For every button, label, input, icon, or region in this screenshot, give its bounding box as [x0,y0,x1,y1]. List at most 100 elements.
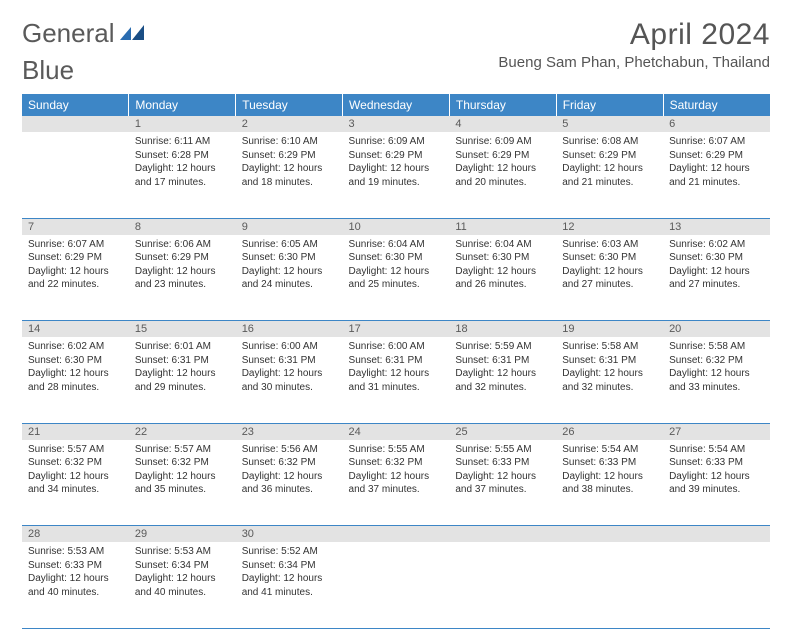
day-number-row: 282930 [22,526,770,543]
day-number-cell: 8 [129,218,236,235]
calendar-thead: SundayMondayTuesdayWednesdayThursdayFrid… [22,94,770,116]
day-cell: Sunrise: 6:03 AMSunset: 6:30 PMDaylight:… [556,235,663,321]
daylight-line: Daylight: 12 hours and 40 minutes. [28,572,123,599]
day-cell: Sunrise: 6:07 AMSunset: 6:29 PMDaylight:… [22,235,129,321]
day-cell: Sunrise: 6:04 AMSunset: 6:30 PMDaylight:… [449,235,556,321]
day-cell: Sunrise: 5:56 AMSunset: 6:32 PMDaylight:… [236,440,343,526]
sunset-line: Sunset: 6:30 PM [669,251,764,265]
day-number-cell: 16 [236,321,343,338]
day-content-row: Sunrise: 6:07 AM Sunset: 6:29 PM Daylight:… [22,235,770,321]
day-number-cell: 14 [22,321,129,338]
daylight-line: Daylight: 12 hours and 29 minutes. [135,367,230,394]
day-cell: Sunrise: 5:57 AMSunset: 6:32 PMDaylight:… [129,440,236,526]
sunset-line: Sunset: 6:29 PM [562,149,657,163]
day-cell: Sunrise: 6:02 AMSunset: 6:30 PMDaylight:… [22,337,129,423]
day-cell-body: Sunrise: 6:05 AMSunset: 6:30 PMDaylight:… [236,235,343,296]
sunrise-line: Sunrise: 5:57 AM [135,443,230,457]
daylight-line: Daylight: 12 hours and 36 minutes. [242,470,337,497]
day-number-row: 21222324252627 [22,423,770,440]
day-cell [556,542,663,628]
day-content-row: Sunrise: 5:53 AMSunset: 6:33 PMDaylight:… [22,542,770,628]
daylight-line: Daylight: 12 hours and 39 minutes. [669,470,764,497]
day-cell [663,542,770,628]
day-number-cell: 2 [236,116,343,132]
daylight-line: Daylight: 12 hours and 35 minutes. [135,470,230,497]
day-number-cell: 23 [236,423,343,440]
day-cell-body: Sunrise: 6:02 AMSunset: 6:30 PMDaylight:… [22,337,129,398]
sunrise-line: Sunrise: 6:07 AM [28,238,123,252]
sunset-line: Sunset: 6:32 PM [669,354,764,368]
day-cell-body: Sunrise: 6:10 AMSunset: 6:29 PMDaylight:… [236,132,343,193]
sunrise-line: Sunrise: 6:07 AM [669,135,764,149]
daylight-line: Daylight: 12 hours and 18 minutes. [242,162,337,189]
day-number-cell: 19 [556,321,663,338]
daylight-line: Daylight: 12 hours and 37 minutes. [349,470,444,497]
day-content-row: Sunrise: 6:11 AMSunset: 6:28 PMDaylight:… [22,132,770,218]
month-title: April 2024 [498,18,770,52]
sunrise-line: Sunrise: 6:03 AM [562,238,657,252]
daylight-line: Daylight: 12 hours and 19 minutes. [349,162,444,189]
sunrise-line: Sunrise: 5:52 AM [242,545,337,559]
sunrise-line: Sunrise: 5:58 AM [669,340,764,354]
daylight-line: Daylight: 12 hours and 30 minutes. [242,367,337,394]
sunrise-line: Sunrise: 5:53 AM [135,545,230,559]
day-number-cell [22,116,129,132]
day-cell-body: Sunrise: 6:01 AMSunset: 6:31 PMDaylight:… [129,337,236,398]
sunrise-line: Sunrise: 5:55 AM [455,443,550,457]
brand-logo: General [22,18,148,49]
sunrise-line: Sunrise: 6:01 AM [135,340,230,354]
daylight-line: Daylight: 12 hours and 27 minutes. [562,265,657,292]
day-cell: Sunrise: 5:55 AMSunset: 6:33 PMDaylight:… [449,440,556,526]
day-cell: Sunrise: 5:58 AMSunset: 6:32 PMDaylight:… [663,337,770,423]
title-block: April 2024 Bueng Sam Phan, Phetchabun, T… [498,18,770,71]
sunset-line: Sunset: 6:32 PM [28,456,123,470]
day-cell: Sunrise: 6:09 AMSunset: 6:29 PMDaylight:… [449,132,556,218]
day-cell-body: Sunrise: 5:54 AMSunset: 6:33 PMDaylight:… [556,440,663,501]
daylight-line: Daylight: 12 hours and 32 minutes. [562,367,657,394]
daylight-line: Daylight: 12 hours and 37 minutes. [455,470,550,497]
sunset-line: Sunset: 6:33 PM [669,456,764,470]
sunset-line: Sunset: 6:29 PM [242,149,337,163]
day-cell-body: Sunrise: 6:08 AMSunset: 6:29 PMDaylight:… [556,132,663,193]
sunrise-line: Sunrise: 5:58 AM [562,340,657,354]
day-cell-body: Sunrise: 6:03 AMSunset: 6:30 PMDaylight:… [556,235,663,296]
day-cell-body: Sunrise: 5:56 AMSunset: 6:32 PMDaylight:… [236,440,343,501]
brand-part1: General [22,18,115,49]
day-header: Friday [556,94,663,116]
sunset-line: Sunset: 6:34 PM [242,559,337,573]
sunset-line: Sunset: 6:30 PM [349,251,444,265]
day-number-cell: 12 [556,218,663,235]
sunset-line: Sunset: 6:33 PM [562,456,657,470]
daylight-line: Daylight: 12 hours and 22 minutes. [28,265,123,292]
sunrise-line: Sunrise: 5:55 AM [349,443,444,457]
day-number-cell: 6 [663,116,770,132]
day-cell: Sunrise: 6:09 AMSunset: 6:29 PMDaylight:… [343,132,450,218]
sunrise-line: Sunrise: 5:57 AM [28,443,123,457]
day-cell-body: Sunrise: 5:52 AMSunset: 6:34 PMDaylight:… [236,542,343,603]
day-cell [22,132,129,218]
day-cell: Sunrise: 5:53 AMSunset: 6:34 PMDaylight:… [129,542,236,628]
daylight-line: Daylight: 12 hours and 41 minutes. [242,572,337,599]
day-number-cell: 11 [449,218,556,235]
sunset-line: Sunset: 6:29 PM [135,251,230,265]
sunset-line: Sunset: 6:31 PM [455,354,550,368]
day-number-cell: 7 [22,218,129,235]
day-cell-body: Sunrise: 5:59 AMSunset: 6:31 PMDaylight:… [449,337,556,398]
day-cell [449,542,556,628]
day-cell: Sunrise: 5:57 AMSunset: 6:32 PMDaylight:… [22,440,129,526]
day-cell: Sunrise: 5:54 AMSunset: 6:33 PMDaylight:… [556,440,663,526]
sunset-line: Sunset: 6:30 PM [28,354,123,368]
day-cell-body: Sunrise: 5:53 AMSunset: 6:34 PMDaylight:… [129,542,236,603]
day-cell-body: Sunrise: 5:54 AMSunset: 6:33 PMDaylight:… [663,440,770,501]
day-number-cell: 27 [663,423,770,440]
day-number-cell [556,526,663,543]
day-cell-body: Sunrise: 6:09 AMSunset: 6:29 PMDaylight:… [449,132,556,193]
day-cell-body: Sunrise: 5:58 AMSunset: 6:31 PMDaylight:… [556,337,663,398]
brand-mark-icon [120,18,146,49]
daylight-line: Daylight: 12 hours and 34 minutes. [28,470,123,497]
day-cell-body: Sunrise: 6:00 AMSunset: 6:31 PMDaylight:… [343,337,450,398]
day-cell: Sunrise: 5:59 AMSunset: 6:31 PMDaylight:… [449,337,556,423]
day-cell: Sunrise: 6:04 AMSunset: 6:30 PMDaylight:… [343,235,450,321]
day-number-cell [449,526,556,543]
sunrise-line: Sunrise: 6:10 AM [242,135,337,149]
